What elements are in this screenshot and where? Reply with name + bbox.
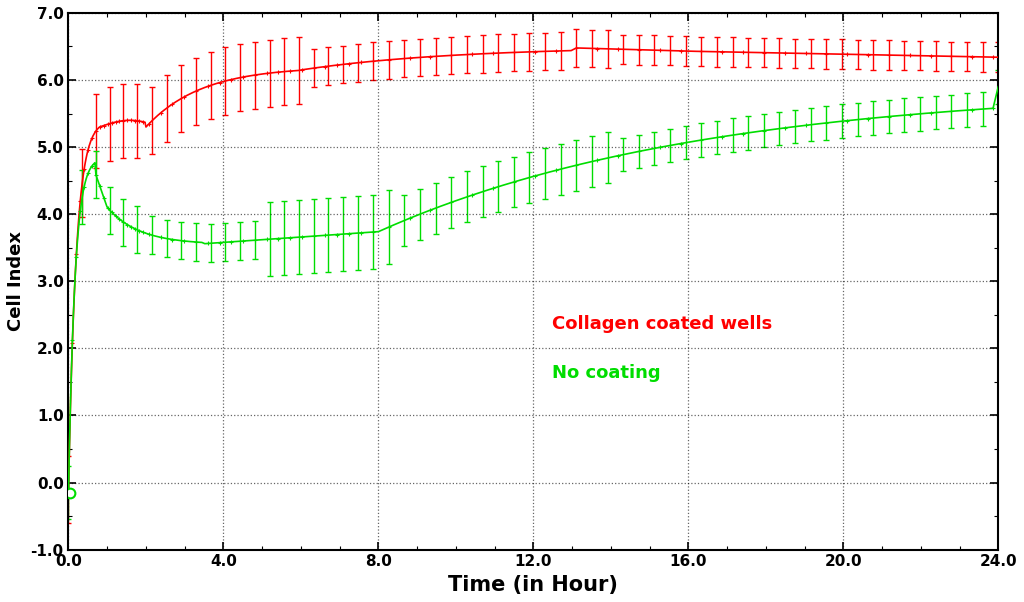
Text: No coating: No coating bbox=[552, 364, 660, 382]
Y-axis label: Cell Index: Cell Index bbox=[7, 231, 25, 331]
X-axis label: Time (in Hour): Time (in Hour) bbox=[449, 575, 618, 595]
Text: Collagen coated wells: Collagen coated wells bbox=[552, 315, 772, 334]
